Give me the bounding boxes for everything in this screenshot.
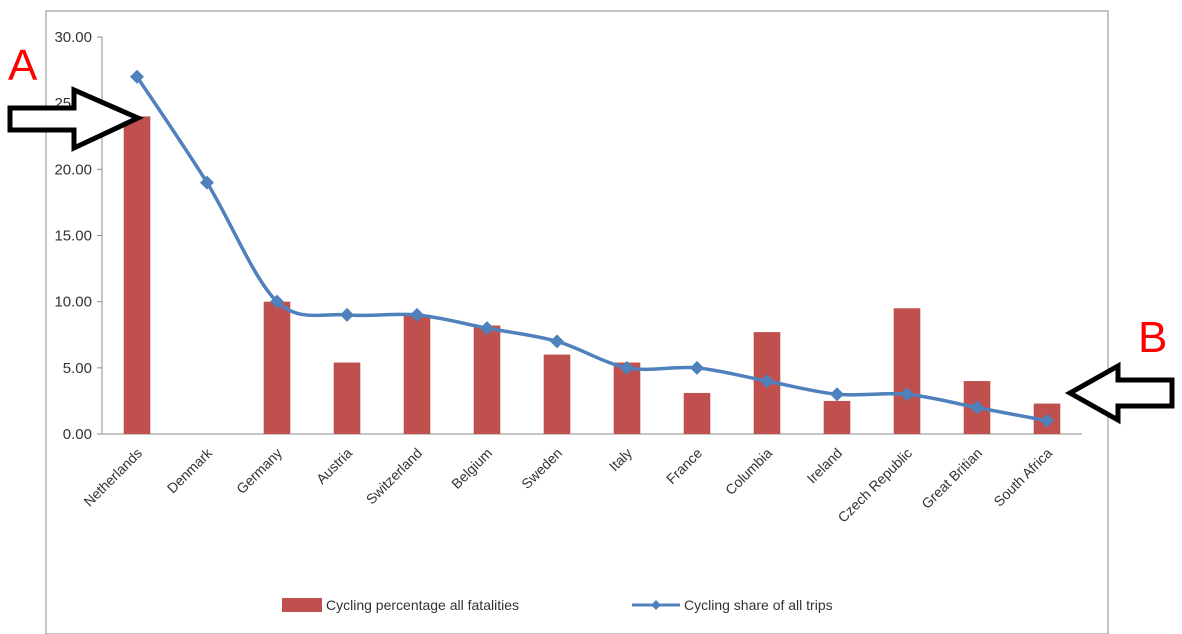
bar-germany bbox=[263, 301, 291, 434]
bar-series bbox=[123, 116, 1061, 435]
x-tick-label: Czech Republic bbox=[834, 445, 915, 526]
line-point-south-africa bbox=[1040, 413, 1054, 428]
chart-border bbox=[45, 10, 1109, 634]
annotation-letter-b: B bbox=[1138, 313, 1167, 362]
x-tick-label: Germany bbox=[233, 445, 285, 497]
bar-belgium bbox=[473, 325, 501, 434]
annotations: A B bbox=[7, 41, 1175, 425]
x-tick-label: Belgium bbox=[448, 445, 495, 492]
x-axis-labels: Netherlands Denmark Germany Austria Switzerl… bbox=[80, 444, 1055, 525]
y-tick-label: 30.00 bbox=[54, 29, 92, 46]
legend-marker-icon bbox=[651, 600, 661, 610]
y-tick-label: 10.00 bbox=[54, 294, 92, 311]
x-tick-label: Ireland bbox=[804, 445, 846, 487]
bar-czech-republic bbox=[893, 308, 921, 434]
legend-label-bar: Cycling percentage all fatalities bbox=[326, 597, 519, 613]
line-point-austria bbox=[340, 307, 354, 322]
x-tick-label: Austria bbox=[313, 445, 355, 487]
line-point-belgium bbox=[480, 321, 494, 336]
bar-ireland bbox=[823, 400, 851, 434]
line-point-great-britian bbox=[970, 400, 984, 415]
bar-switzerland bbox=[403, 314, 431, 434]
legend: Cycling percentage all fatalities Cyclin… bbox=[282, 597, 833, 613]
x-tick-label: Netherlands bbox=[80, 445, 145, 510]
line-point-denmark bbox=[200, 175, 214, 190]
annotation-arrow-left-icon bbox=[1064, 361, 1175, 425]
line-point-italy bbox=[620, 360, 634, 375]
x-tick-label: Italy bbox=[606, 445, 635, 474]
bar-france bbox=[683, 392, 711, 434]
y-tick-label: 20.00 bbox=[54, 161, 92, 178]
x-tick-label: Great Britian bbox=[918, 445, 985, 512]
annotation-letter-a: A bbox=[8, 41, 38, 90]
line-point-columbia bbox=[760, 374, 774, 389]
y-tick-label: 0.00 bbox=[63, 426, 92, 443]
x-tick-label: Columbia bbox=[722, 445, 775, 498]
line-point-ireland bbox=[830, 387, 844, 402]
bar-netherlands bbox=[123, 116, 151, 435]
y-tick-label: 15.00 bbox=[54, 228, 92, 245]
legend-swatch-bar bbox=[282, 598, 322, 612]
line-point-switzerland bbox=[410, 307, 424, 322]
x-tick-label: France bbox=[663, 445, 705, 487]
line-series bbox=[130, 69, 1054, 428]
legend-label-line: Cycling share of all trips bbox=[684, 597, 833, 613]
x-tick-label: Sweden bbox=[518, 445, 565, 492]
line-point-czech-republic bbox=[900, 387, 914, 402]
line-point-netherlands bbox=[130, 69, 144, 84]
x-tick-label: South Africa bbox=[990, 445, 1055, 510]
bar-austria bbox=[333, 362, 361, 434]
line-point-sweden bbox=[550, 334, 564, 349]
annotation-arrow-right-icon bbox=[7, 86, 145, 152]
trend-line bbox=[135, 75, 1048, 423]
line-point-france bbox=[690, 360, 704, 375]
line-point-germany bbox=[270, 294, 284, 309]
y-tick-label: 5.00 bbox=[63, 360, 92, 377]
x-tick-label: Switzerland bbox=[363, 445, 425, 507]
x-tick-label: Denmark bbox=[164, 444, 216, 496]
bar-sweden bbox=[543, 354, 571, 434]
